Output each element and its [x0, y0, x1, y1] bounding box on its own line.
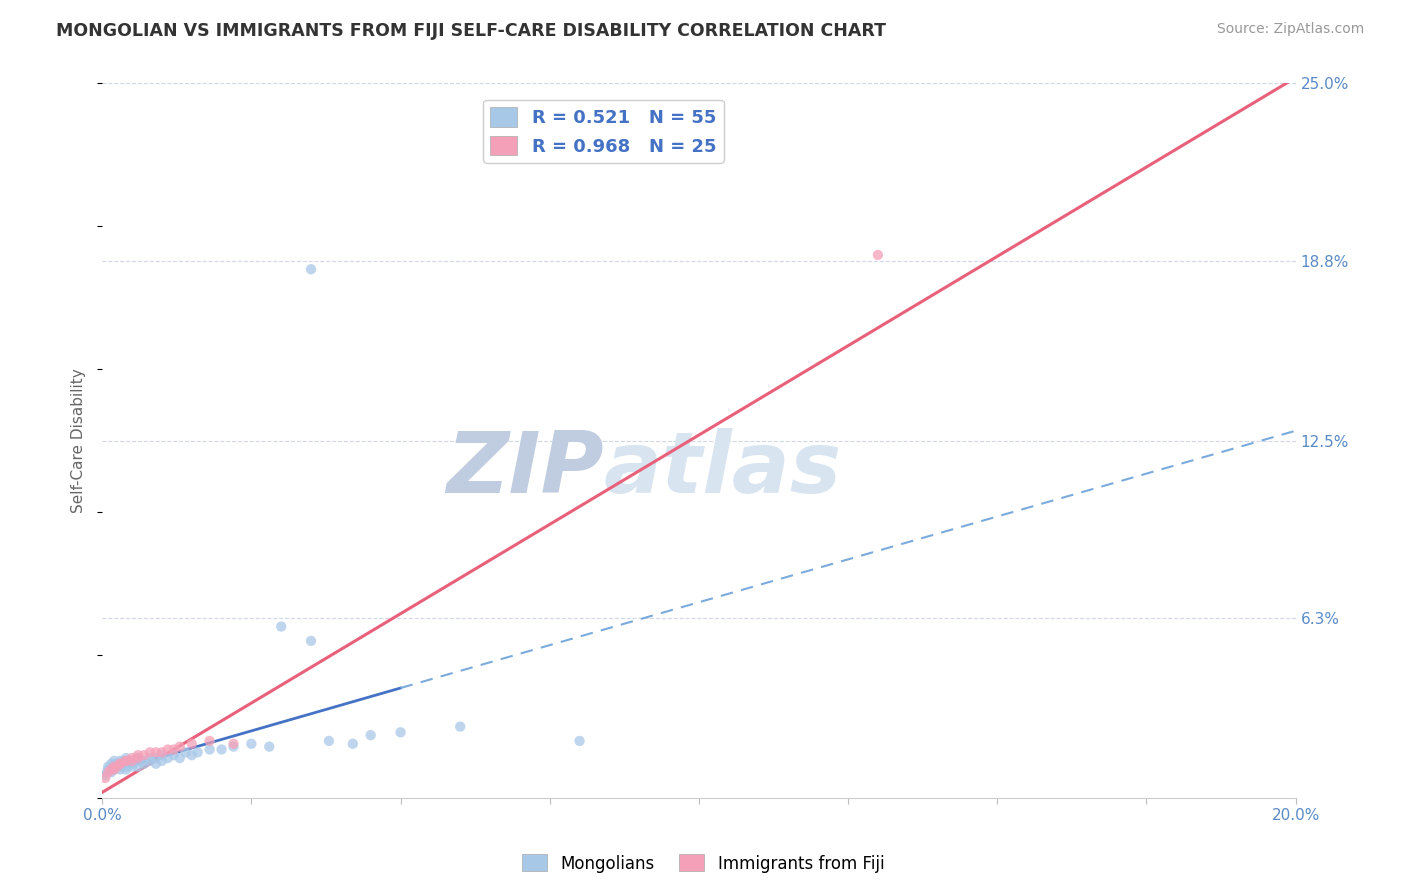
Point: [127, 759, 149, 773]
Legend: Mongolians, Immigrants from Fiji: Mongolians, Immigrants from Fiji: [515, 847, 891, 880]
Point: [222, 737, 245, 751]
Point: [115, 754, 138, 768]
Point: [139, 745, 162, 759]
Point: [169, 751, 191, 765]
Point: [866, 248, 889, 262]
Point: [211, 742, 233, 756]
Point: [145, 745, 167, 759]
Point: [360, 728, 382, 742]
Point: [103, 763, 125, 777]
Point: [108, 756, 131, 771]
Point: [103, 754, 125, 768]
Point: [100, 756, 122, 771]
Text: atlas: atlas: [603, 428, 842, 511]
Point: [198, 734, 221, 748]
Point: [145, 751, 167, 765]
Point: [150, 754, 173, 768]
Point: [121, 754, 143, 768]
Point: [98, 763, 121, 777]
Point: [97, 759, 120, 773]
Point: [259, 739, 281, 754]
Point: [163, 742, 186, 756]
Point: [100, 763, 122, 777]
Point: [318, 734, 340, 748]
Point: [103, 763, 125, 777]
Point: [139, 751, 162, 765]
Point: [145, 756, 167, 771]
Point: [156, 742, 179, 756]
Point: [180, 748, 202, 763]
Point: [222, 739, 245, 754]
Point: [97, 765, 120, 780]
Point: [127, 751, 149, 765]
Point: [198, 742, 221, 756]
Point: [96, 765, 118, 780]
Point: [127, 748, 149, 763]
Point: [121, 759, 143, 773]
Point: [139, 754, 162, 768]
Point: [108, 756, 131, 771]
Point: [115, 756, 138, 771]
Y-axis label: Self-Care Disability: Self-Care Disability: [72, 368, 86, 513]
Point: [108, 763, 131, 777]
Point: [568, 734, 591, 748]
Point: [132, 748, 155, 763]
Point: [105, 759, 128, 773]
Point: [115, 763, 138, 777]
Point: [132, 754, 155, 768]
Point: [108, 754, 131, 768]
Point: [389, 725, 412, 739]
Point: [104, 756, 127, 771]
Point: [449, 720, 471, 734]
Point: [112, 754, 135, 768]
Point: [108, 756, 131, 771]
Point: [169, 739, 191, 754]
Point: [117, 759, 139, 773]
Point: [121, 754, 143, 768]
Point: [174, 745, 197, 759]
Point: [127, 751, 149, 765]
Point: [156, 751, 179, 765]
Point: [187, 745, 209, 759]
Point: [94, 768, 117, 782]
Point: [100, 765, 122, 780]
Point: [103, 759, 125, 773]
Point: [110, 759, 132, 773]
Point: [115, 751, 138, 765]
Point: [115, 754, 138, 768]
Point: [150, 748, 173, 763]
Point: [97, 763, 120, 777]
Point: [163, 748, 186, 763]
Point: [180, 737, 202, 751]
Text: ZIP: ZIP: [446, 428, 603, 511]
Point: [121, 756, 143, 771]
Point: [299, 633, 322, 648]
Point: [342, 737, 364, 751]
Point: [132, 756, 155, 771]
Point: [240, 737, 263, 751]
Point: [105, 759, 128, 773]
Point: [299, 262, 322, 277]
Point: [270, 619, 292, 633]
Point: [127, 754, 149, 768]
Point: [121, 751, 143, 765]
Point: [103, 759, 125, 773]
Point: [150, 745, 173, 759]
Text: Source: ZipAtlas.com: Source: ZipAtlas.com: [1216, 22, 1364, 37]
Point: [94, 771, 117, 785]
Text: MONGOLIAN VS IMMIGRANTS FROM FIJI SELF-CARE DISABILITY CORRELATION CHART: MONGOLIAN VS IMMIGRANTS FROM FIJI SELF-C…: [56, 22, 886, 40]
Legend: R = 0.521   N = 55, R = 0.968   N = 25: R = 0.521 N = 55, R = 0.968 N = 25: [484, 100, 724, 163]
